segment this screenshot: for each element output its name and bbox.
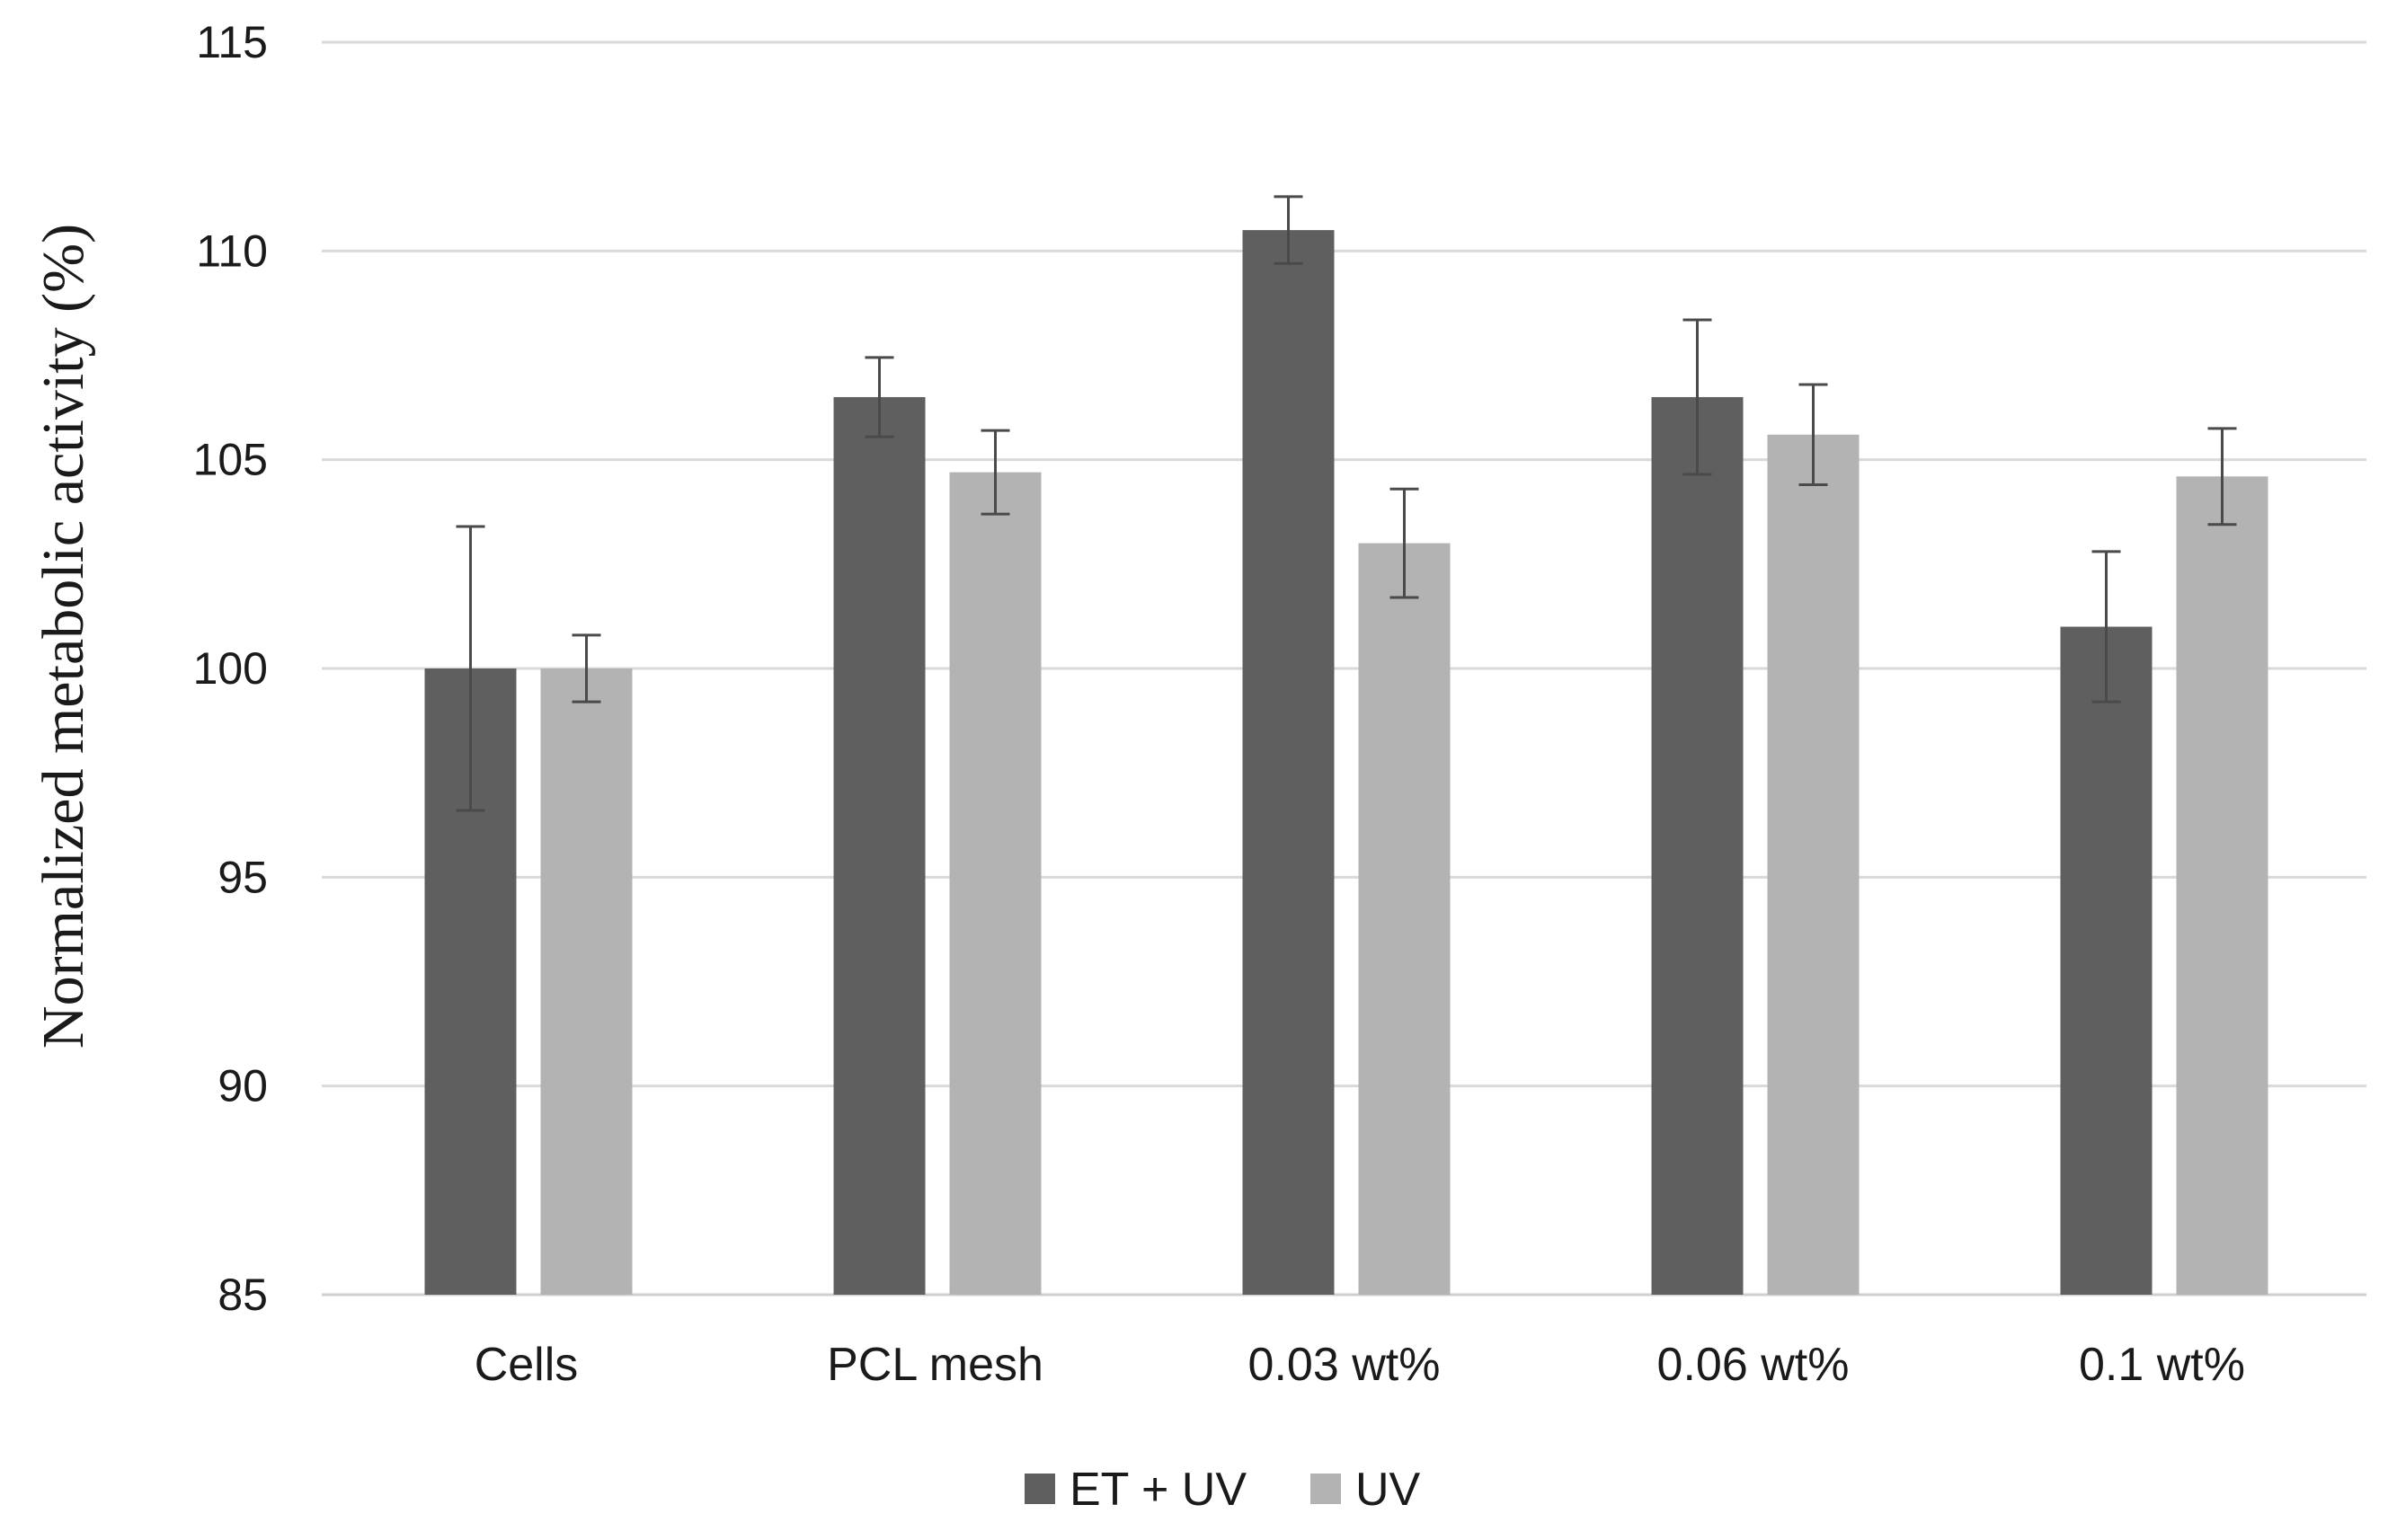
legend-label: ET + UV [1070, 1464, 1247, 1516]
y-tick-label: 115 [196, 17, 268, 67]
x-axis-categories: Cells PCL mesh 0.03 wt% 0.06 wt% 0.1 wt% [475, 1339, 2245, 1391]
y-tick-label: 95 [217, 852, 268, 902]
bars [424, 230, 2268, 1296]
bar [1651, 396, 1744, 1295]
bar [2176, 476, 2268, 1295]
legend-swatch [1025, 1474, 1055, 1504]
bar [540, 668, 633, 1295]
bar [833, 396, 926, 1295]
y-axis-ticks: 85 90 95 100 105 110 115 [193, 17, 268, 1320]
y-tick-label: 85 [217, 1270, 268, 1320]
y-tick-label: 90 [217, 1061, 268, 1111]
y-tick-label: 110 [196, 226, 268, 276]
x-category-label: PCL mesh [827, 1339, 1043, 1391]
x-category-label: 0.06 wt% [1657, 1339, 1850, 1391]
error-bars [456, 195, 2237, 812]
bar [1242, 230, 1335, 1296]
y-axis-title: Normalized metabolic activity (%) [31, 224, 96, 1049]
bar [1358, 543, 1451, 1295]
legend: ET + UV UV [1025, 1464, 1421, 1516]
legend-label: UV [1355, 1464, 1421, 1516]
x-category-label: 0.1 wt% [2079, 1339, 2245, 1391]
y-tick-label: 100 [193, 643, 268, 694]
bar [2060, 626, 2153, 1295]
y-tick-label: 105 [193, 435, 268, 485]
gridlines [322, 40, 2366, 1297]
x-category-label: 0.03 wt% [1248, 1339, 1441, 1391]
bar [949, 472, 1042, 1295]
bar [1767, 434, 1860, 1296]
x-category-label: Cells [475, 1339, 579, 1391]
legend-swatch [1310, 1474, 1341, 1504]
